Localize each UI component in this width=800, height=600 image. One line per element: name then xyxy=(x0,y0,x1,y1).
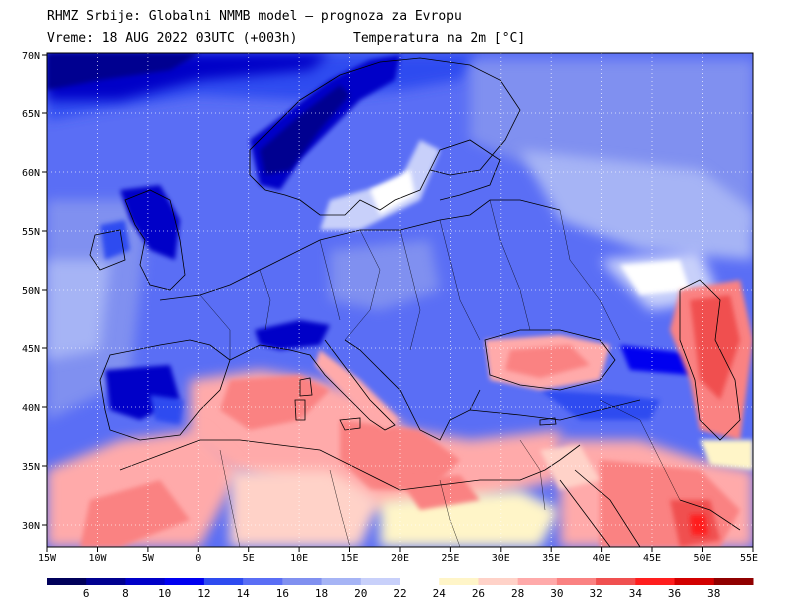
colorbar-tick-label: 36 xyxy=(668,587,681,600)
colorbar-swatch xyxy=(243,578,283,585)
colorbar-tick-label: 34 xyxy=(629,587,643,600)
lat-label: 40N xyxy=(22,403,40,414)
lat-label: 55N xyxy=(22,227,40,238)
colorbar-swatch xyxy=(596,578,636,585)
graticule xyxy=(47,53,753,547)
map-title: RHMZ Srbije: Globalni NMMB model — progn… xyxy=(47,9,462,24)
colorbar-swatch xyxy=(713,578,754,585)
colorbar-swatch xyxy=(282,578,323,585)
lat-label: 60N xyxy=(22,168,40,179)
temperature-field xyxy=(47,53,753,547)
valid-time-label: Vreme: 18 AUG 2022 03UTC (+003h) xyxy=(47,31,298,46)
latitude-labels: 70N 65N 60N 55N 50N 45N 40N 35N 30N xyxy=(22,51,40,532)
colorbar-swatch xyxy=(360,578,401,585)
lon-label: 15W xyxy=(38,553,57,564)
colorbar-swatch xyxy=(439,578,479,585)
lat-label: 35N xyxy=(22,462,40,473)
lon-label: 45E xyxy=(643,553,661,564)
colorbar-swatch xyxy=(203,578,244,585)
colorbar-swatch xyxy=(125,578,166,585)
colorbar-tick-label: 14 xyxy=(236,587,250,600)
colorbar-swatch xyxy=(478,578,519,585)
colorbar-tick-label: 10 xyxy=(158,587,171,600)
lon-label: 15E xyxy=(340,553,358,564)
colorbar-tick-label: 38 xyxy=(707,587,720,600)
lon-label: 35E xyxy=(542,553,560,564)
lon-label: 0 xyxy=(195,553,201,564)
colorbar-swatch xyxy=(86,578,126,585)
lat-label: 70N xyxy=(22,51,40,62)
colorbar-tick-label: 12 xyxy=(197,587,210,600)
colorbar-swatch xyxy=(635,578,676,585)
colorbar-tick-label: 16 xyxy=(276,587,289,600)
colorbar-tick-label: 18 xyxy=(315,587,328,600)
lat-label: 65N xyxy=(22,109,40,120)
lon-label: 10W xyxy=(88,553,107,564)
colorbar-swatch xyxy=(674,578,715,585)
lon-label: 5W xyxy=(142,553,155,564)
colorbar-tick-label: 26 xyxy=(472,587,485,600)
colorbar-tick-label: 8 xyxy=(122,587,129,600)
colorbar-tick-label: 22 xyxy=(393,587,406,600)
colorbar-tick-label: 30 xyxy=(550,587,563,600)
longitude-labels: 15W 10W 5W 0 5E 10E 15E 20E 25E 30E 35E … xyxy=(38,553,758,564)
colorbar: 6 8 10 12 14 16 18 20 22 24 26 28 30 32 34 36 38 xyxy=(47,578,754,600)
lat-label: 50N xyxy=(22,286,40,297)
colorbar-swatch xyxy=(164,578,205,585)
lat-label: 30N xyxy=(22,521,40,532)
lon-label: 55E xyxy=(740,553,758,564)
colorbar-tick-label: 20 xyxy=(354,587,367,600)
lon-label: 50E xyxy=(693,553,711,564)
axis-ticks xyxy=(42,54,754,552)
lon-label: 40E xyxy=(593,553,611,564)
colorbar-swatch xyxy=(321,578,362,585)
colorbar-tick-label: 32 xyxy=(589,587,602,600)
colorbar-swatch xyxy=(517,578,558,585)
lon-label: 5E xyxy=(243,553,255,564)
colorbar-tick-label: 28 xyxy=(511,587,524,600)
colorbar-tick-label: 6 xyxy=(83,587,90,600)
lon-label: 10E xyxy=(290,553,308,564)
colorbar-swatch xyxy=(400,578,440,585)
lon-label: 30E xyxy=(492,553,510,564)
colorbar-swatch xyxy=(556,578,597,585)
field-label: Temperatura na 2m [°C] xyxy=(353,31,526,46)
colorbar-tick-label: 24 xyxy=(433,587,447,600)
lon-label: 20E xyxy=(391,553,409,564)
lon-label: 25E xyxy=(441,553,459,564)
lat-label: 45N xyxy=(22,344,40,355)
country-borders xyxy=(199,199,681,547)
colorbar-swatch xyxy=(47,578,87,585)
